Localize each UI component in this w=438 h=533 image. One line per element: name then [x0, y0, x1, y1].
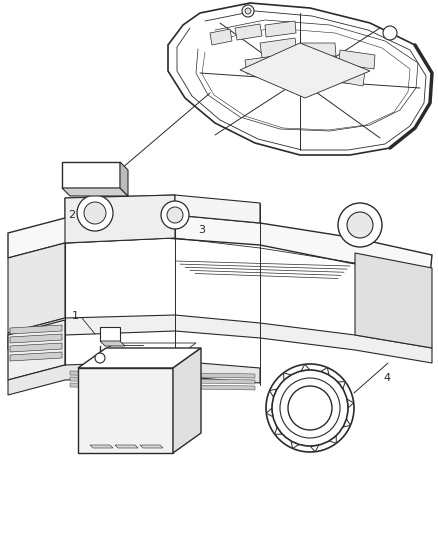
Polygon shape: [269, 389, 277, 397]
Polygon shape: [10, 334, 62, 343]
Polygon shape: [343, 419, 350, 427]
Polygon shape: [62, 162, 120, 188]
Polygon shape: [8, 215, 432, 275]
Polygon shape: [10, 343, 62, 352]
Polygon shape: [210, 29, 232, 45]
Polygon shape: [173, 348, 201, 453]
Polygon shape: [300, 43, 336, 56]
Polygon shape: [301, 364, 310, 371]
Circle shape: [84, 202, 106, 224]
Polygon shape: [62, 188, 128, 196]
Circle shape: [167, 207, 183, 223]
Polygon shape: [78, 348, 201, 368]
Text: 2: 2: [68, 210, 75, 220]
Polygon shape: [266, 408, 273, 417]
Polygon shape: [240, 43, 370, 98]
Polygon shape: [288, 60, 325, 75]
Circle shape: [272, 370, 348, 446]
Circle shape: [383, 26, 397, 40]
Polygon shape: [338, 382, 345, 389]
Polygon shape: [339, 50, 375, 69]
Polygon shape: [100, 341, 125, 346]
Polygon shape: [8, 315, 432, 363]
Circle shape: [245, 8, 251, 14]
Polygon shape: [328, 65, 365, 86]
Polygon shape: [8, 243, 65, 333]
Circle shape: [161, 201, 189, 229]
Polygon shape: [245, 55, 284, 74]
Polygon shape: [310, 445, 319, 451]
Polygon shape: [70, 383, 255, 390]
Polygon shape: [140, 445, 163, 448]
Polygon shape: [70, 371, 255, 378]
Polygon shape: [90, 445, 113, 448]
Polygon shape: [10, 325, 62, 334]
Polygon shape: [78, 368, 173, 453]
Polygon shape: [321, 368, 329, 375]
Polygon shape: [329, 435, 336, 443]
Polygon shape: [260, 38, 297, 58]
Circle shape: [77, 195, 113, 231]
Polygon shape: [175, 195, 260, 223]
Circle shape: [242, 5, 254, 17]
Polygon shape: [265, 21, 296, 37]
Polygon shape: [347, 399, 354, 408]
Circle shape: [338, 203, 382, 247]
Polygon shape: [8, 361, 260, 395]
Polygon shape: [284, 373, 291, 381]
Polygon shape: [120, 162, 128, 196]
Polygon shape: [291, 441, 299, 448]
Circle shape: [266, 364, 354, 452]
Polygon shape: [10, 352, 62, 361]
Circle shape: [347, 212, 373, 238]
Polygon shape: [8, 320, 65, 380]
Polygon shape: [100, 327, 120, 341]
Text: 1: 1: [72, 311, 79, 321]
Polygon shape: [168, 3, 432, 155]
Polygon shape: [65, 195, 175, 218]
Text: 3: 3: [198, 225, 205, 235]
Polygon shape: [355, 253, 432, 348]
Polygon shape: [65, 195, 175, 243]
Polygon shape: [70, 377, 255, 384]
Text: 4: 4: [383, 373, 390, 383]
Circle shape: [95, 353, 105, 363]
Circle shape: [280, 378, 340, 438]
Circle shape: [288, 386, 332, 430]
Polygon shape: [235, 24, 262, 40]
Polygon shape: [115, 445, 138, 448]
Polygon shape: [275, 427, 283, 434]
